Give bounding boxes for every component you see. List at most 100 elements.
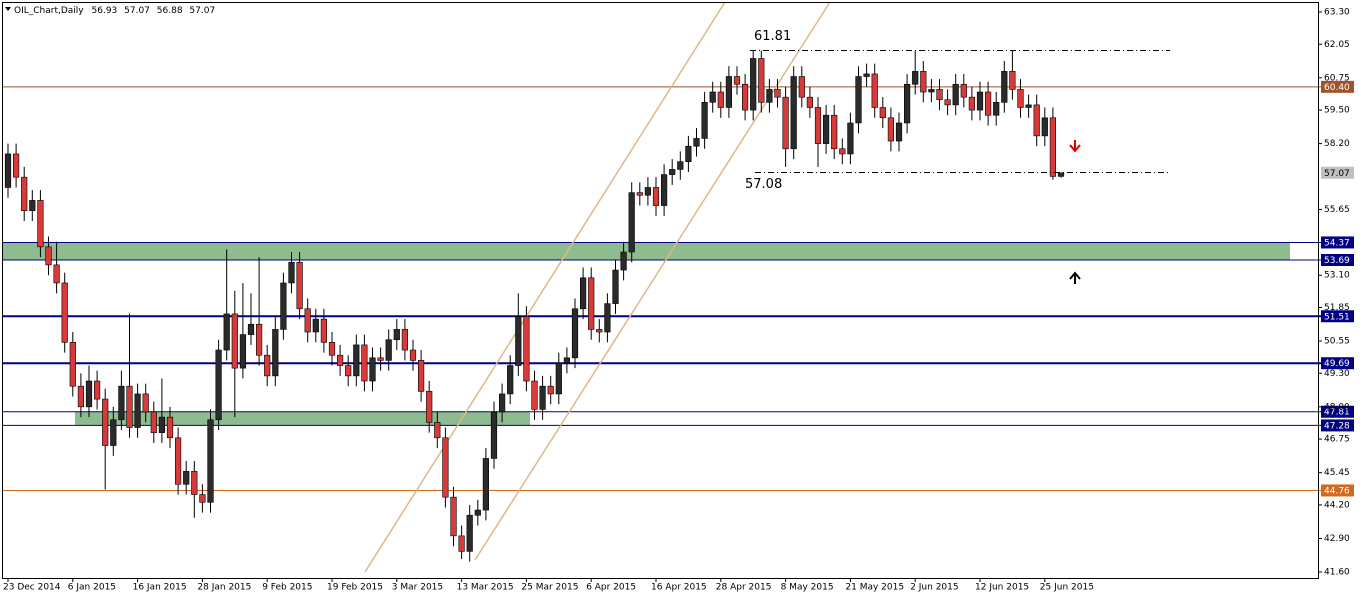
levels	[2, 86, 1322, 491]
y-tick-label: 60.75	[1324, 73, 1350, 83]
candle-body	[166, 416, 174, 439]
candle-body	[1057, 172, 1065, 177]
candle-body	[61, 282, 68, 343]
candle-body	[782, 96, 789, 150]
candle-body	[515, 316, 522, 366]
axes: 60.40 54.37 53.69 51.51 49.69 47.81 47.28 44.76…	[3, 8, 1354, 593]
price-label-box	[1321, 166, 1354, 179]
y-tick-label: 45.45	[1324, 468, 1350, 478]
candle-body	[191, 471, 198, 495]
candle-body	[312, 318, 319, 333]
candle-body	[409, 349, 417, 361]
candle-body	[1049, 117, 1056, 177]
candle-body	[345, 365, 352, 377]
annotation-label: 57.08	[745, 177, 782, 192]
header-open: 56.93	[92, 6, 118, 16]
candle-body	[952, 83, 959, 106]
candle-body	[304, 308, 311, 333]
candle-body	[158, 416, 166, 433]
candle-body	[936, 89, 943, 101]
x-tick-label: 23 Dec 2014	[3, 583, 61, 593]
chart-header: OIL_Chart,Daily 56.93 57.07 56.88 57.07	[14, 6, 215, 16]
level-label: 53.69	[1324, 256, 1350, 266]
x-tick-label: 6 Apr 2015	[586, 583, 636, 593]
candle-body	[709, 91, 716, 103]
level-label: 44.76	[1324, 486, 1350, 496]
candle-body	[660, 174, 668, 206]
candle-body	[272, 329, 279, 377]
x-tick-label: 16 Apr 2015	[651, 583, 707, 593]
candle-body	[102, 398, 109, 446]
candle-body	[944, 99, 951, 106]
level-label: 47.28	[1324, 421, 1350, 431]
candle-body	[150, 411, 157, 433]
header-high: 57.07	[124, 6, 150, 16]
level-label-box	[1321, 405, 1354, 418]
header-icon	[5, 7, 11, 11]
candle-body	[636, 192, 643, 196]
candle-body	[175, 437, 182, 485]
candle-body	[612, 269, 619, 304]
candle-body	[417, 360, 425, 392]
level-label: 47.81	[1324, 408, 1350, 418]
support-zone	[75, 411, 530, 426]
x-tick-label: 2 Jun 2015	[910, 583, 958, 593]
candle-body	[628, 192, 635, 253]
candle-body	[207, 419, 214, 503]
candle-body	[94, 380, 101, 400]
candle-body	[822, 114, 830, 144]
x-tick-label: 21 May 2015	[845, 583, 904, 593]
candle-body	[507, 365, 514, 395]
candle-body	[474, 509, 481, 516]
candle-body	[993, 102, 1000, 116]
candle-body	[839, 148, 846, 155]
y-tick-label: 44.20	[1324, 500, 1350, 510]
candle-body	[984, 91, 992, 116]
candle-body	[847, 122, 854, 155]
candle-body	[45, 246, 52, 266]
header-close: 57.07	[189, 6, 215, 16]
candle-body	[644, 187, 651, 196]
candle-body	[215, 349, 222, 421]
x-tick-label: 28 Apr 2015	[716, 583, 772, 593]
candle-body	[1009, 71, 1016, 90]
candle-body	[450, 496, 457, 537]
candle-body	[199, 494, 206, 503]
candle-body	[733, 76, 741, 85]
candle-body	[1017, 89, 1024, 108]
candle-body	[223, 313, 230, 351]
x-tick-label: 12 Jun 2015	[975, 583, 1029, 593]
candle-body	[13, 153, 20, 178]
candle-body	[1041, 117, 1048, 137]
candle-body	[296, 262, 303, 310]
down-arrow	[1069, 140, 1081, 153]
candle-body	[814, 107, 822, 144]
candle-body	[920, 71, 927, 93]
candle-body	[401, 329, 409, 351]
candle-body	[806, 96, 813, 108]
candle-body	[85, 380, 93, 408]
plot-frame	[2, 2, 1319, 579]
candle-body	[563, 357, 570, 364]
candle-body	[903, 83, 911, 124]
y-tick-label: 50.55	[1324, 337, 1350, 347]
header-low: 56.88	[157, 6, 183, 16]
candle-body	[871, 73, 878, 108]
x-tick-label: 28 Jan 2015	[197, 583, 251, 593]
y-tick-label: 53.10	[1324, 271, 1350, 281]
candle-body	[774, 89, 781, 98]
y-tick-label: 62.05	[1324, 40, 1350, 50]
candle-body	[685, 145, 692, 162]
candle-body	[183, 471, 190, 485]
candle-body	[288, 262, 295, 284]
candle-body	[531, 380, 538, 410]
candle-body	[863, 73, 870, 77]
candle-body	[539, 385, 546, 410]
candle-body	[466, 514, 473, 552]
candles	[4, 50, 1065, 562]
y-tick-label: 46.75	[1324, 435, 1350, 445]
level-label-box	[1321, 419, 1354, 432]
y-tick-label: 42.90	[1324, 534, 1350, 544]
candle-body	[490, 411, 498, 459]
